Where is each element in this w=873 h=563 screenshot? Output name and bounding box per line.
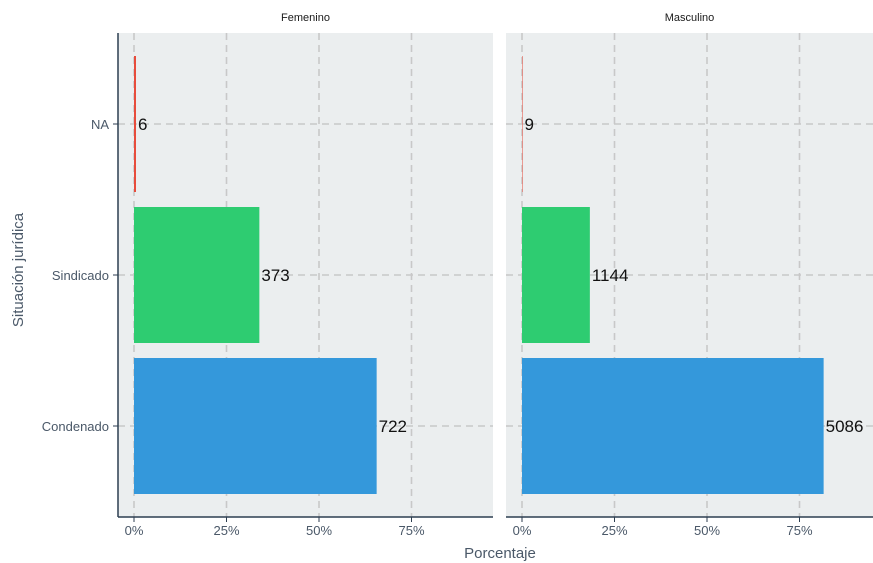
bar-value-label: 9	[525, 115, 534, 134]
bar-na	[522, 56, 523, 192]
x-tick-label: 50%	[694, 523, 720, 538]
bar-value-label: 373	[261, 266, 289, 285]
x-tick-label: 75%	[786, 523, 812, 538]
bar-sindicado	[522, 207, 590, 343]
bar-condenado	[522, 358, 824, 494]
x-tick-label: 75%	[398, 523, 424, 538]
bar-sindicado	[134, 207, 260, 343]
y-axis-title: Situación jurídica	[10, 212, 27, 327]
bar-value-label: 6	[138, 115, 147, 134]
x-tick-label: 50%	[306, 523, 332, 538]
y-tick-label: NA	[91, 117, 109, 132]
bar-value-label: 1144	[592, 266, 629, 285]
x-tick-label: 25%	[601, 523, 627, 538]
x-tick-label: 0%	[513, 523, 532, 538]
y-tick-label: Condenado	[42, 419, 109, 434]
panel-femenino: 6 373 722 0% 25% 50% 75% Femenino	[118, 12, 493, 538]
x-tick-label: 25%	[213, 523, 239, 538]
bar-condenado	[134, 358, 377, 494]
x-axis-title: Porcentaje	[464, 545, 536, 562]
panel-masculino: 9 1144 5086 0% 25% 50% 75% Masculino	[506, 12, 873, 538]
facet-strip-label: Femenino	[281, 12, 330, 24]
bar-value-label: 722	[379, 417, 407, 436]
facet-strip-label: Masculino	[665, 12, 715, 24]
bar-value-label: 5086	[826, 417, 864, 436]
y-tick-label: Sindicado	[52, 268, 109, 283]
bar-na	[134, 56, 136, 192]
x-tick-label: 0%	[125, 523, 144, 538]
